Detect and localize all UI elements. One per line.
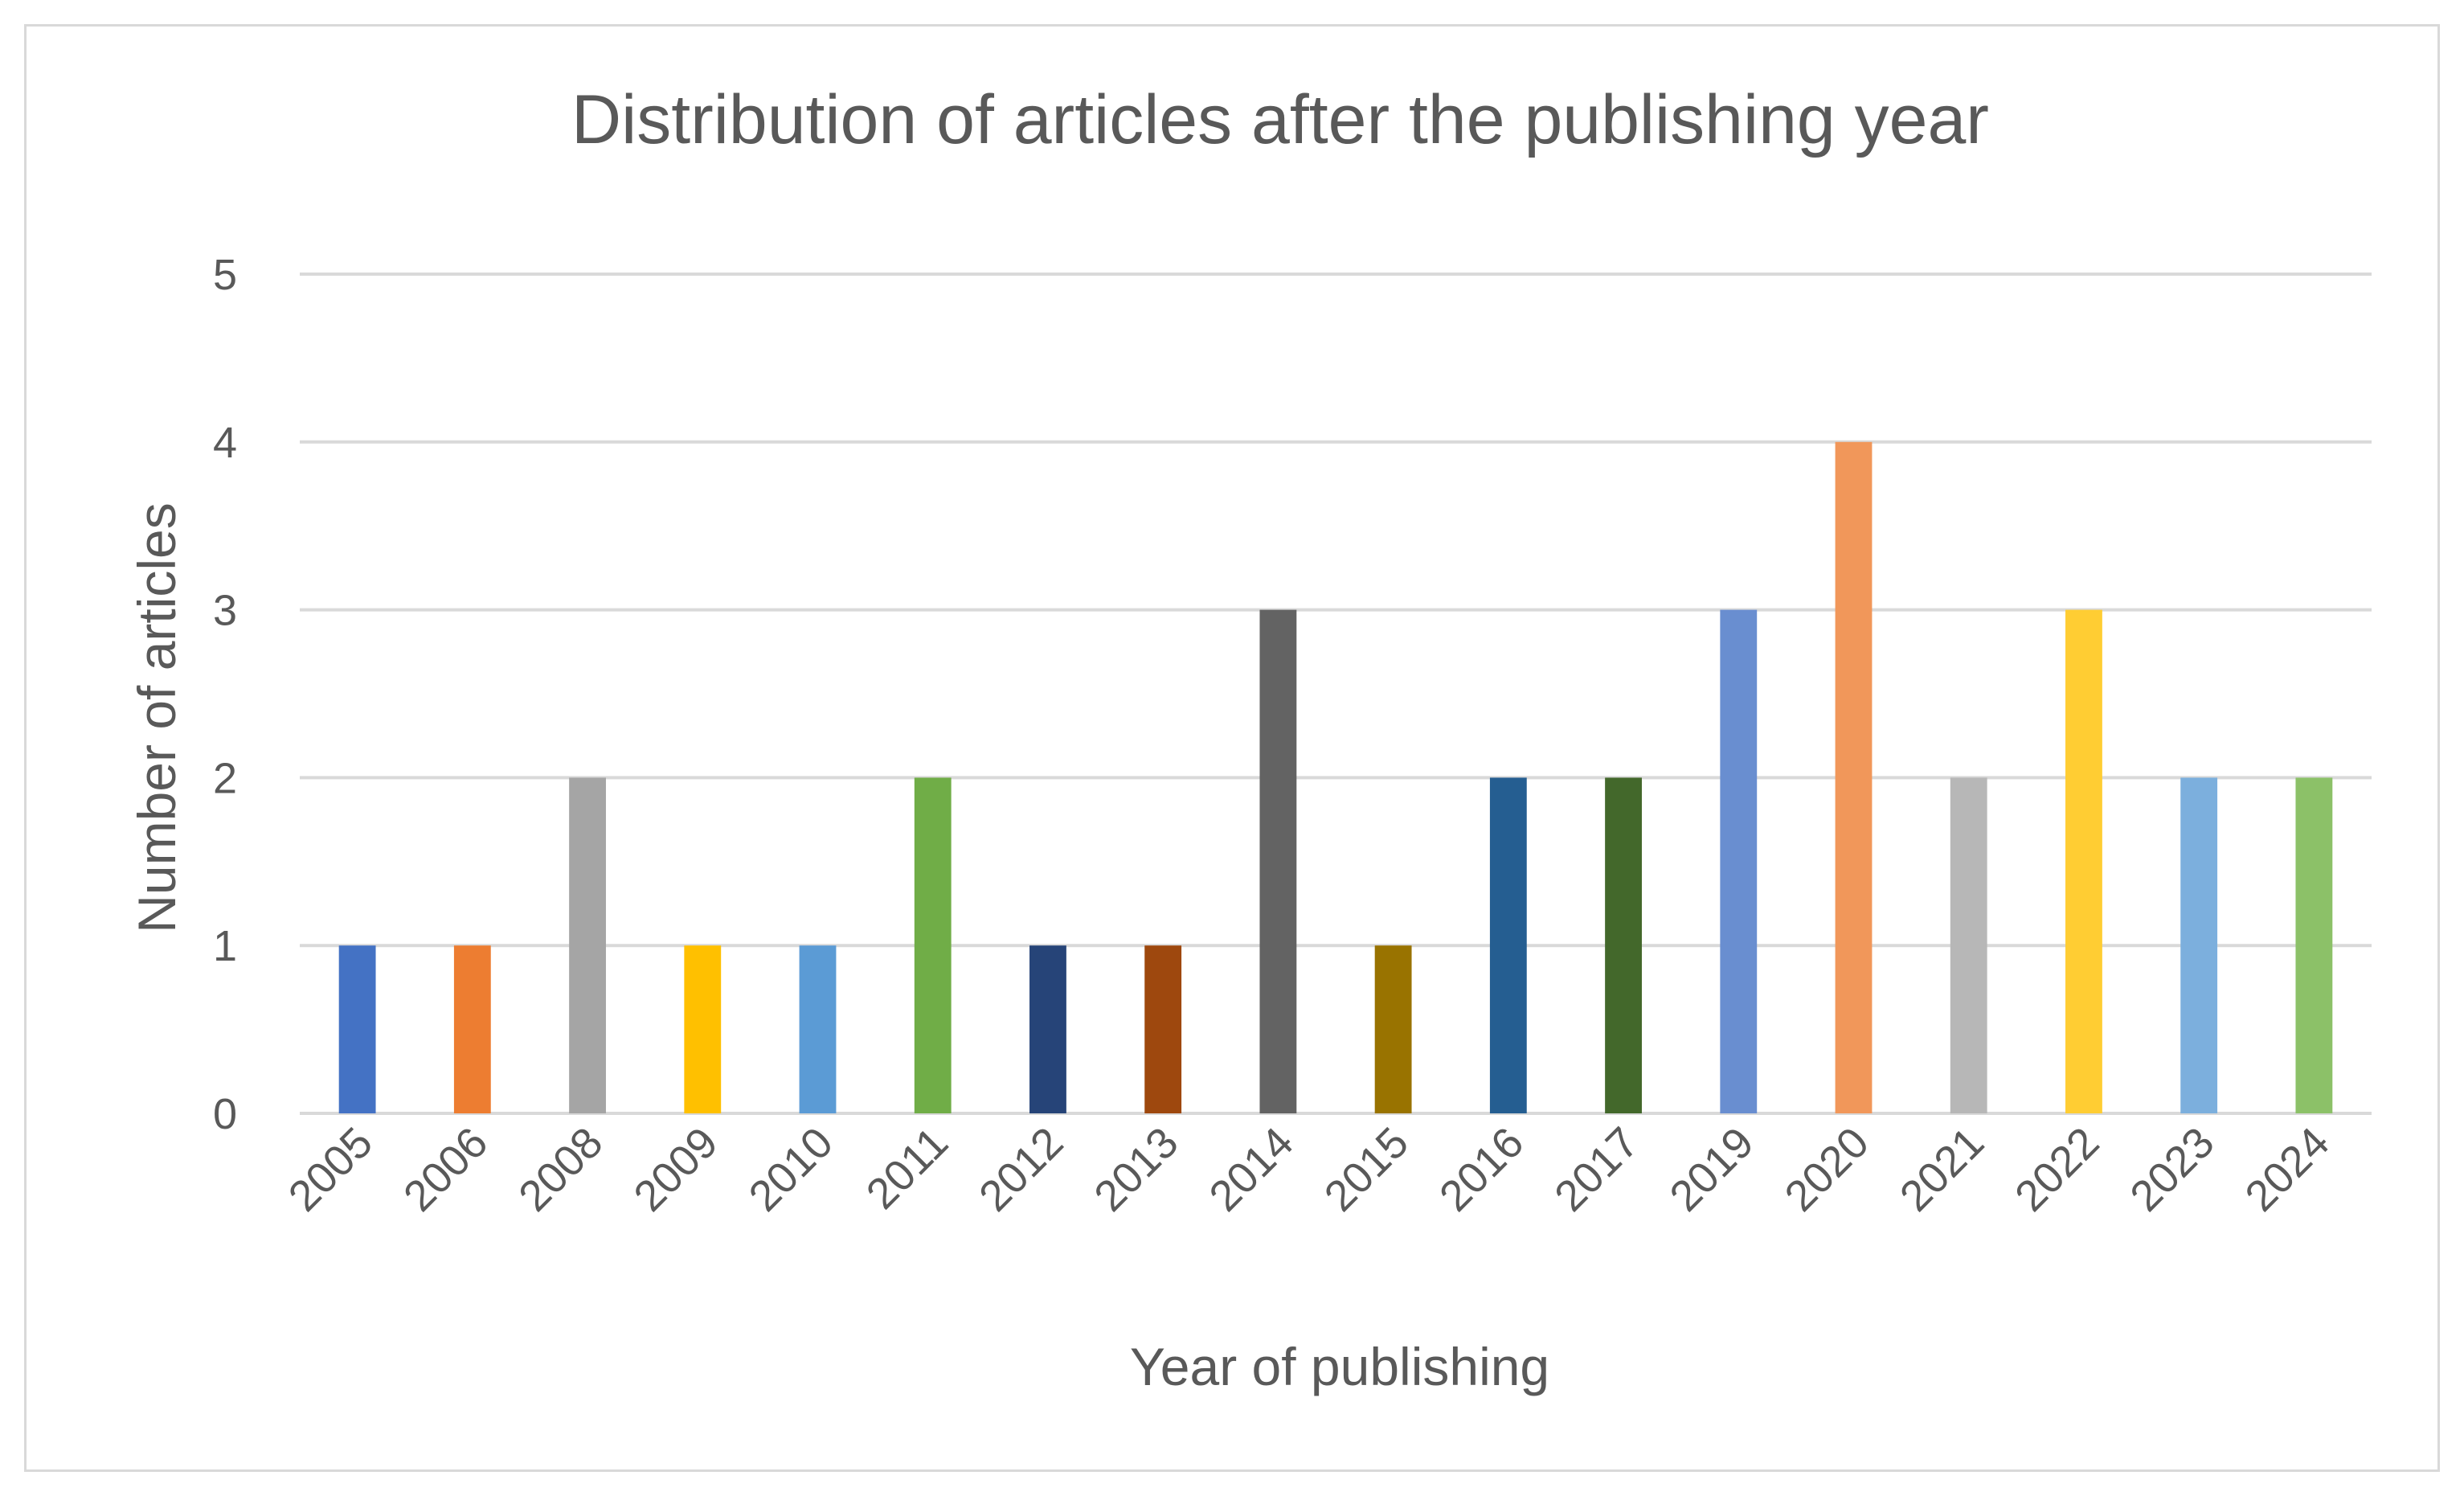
chart-frame: Distribution of articles after the publi… [24, 24, 2440, 1472]
y-tick-label: 4 [213, 419, 237, 467]
x-tick-label: 2019 [1660, 1118, 1762, 1220]
x-tick-label: 2015 [1316, 1118, 1418, 1220]
x-axis-ticks: 2005 2006 2008 2009 2010 2011 2012 2013 2014 2015… [280, 1118, 2339, 1220]
y-tick-label: 3 [213, 587, 237, 635]
x-tick-label: 2013 [1085, 1118, 1187, 1220]
y-tick-label: 0 [213, 1090, 237, 1138]
bar-chart: Distribution of articles after the publi… [127, 81, 2372, 1396]
x-tick-label: 2024 [2236, 1118, 2338, 1220]
bar-2017 [1605, 777, 1642, 1113]
x-tick-label: 2017 [1545, 1118, 1647, 1220]
bar-2012 [1029, 945, 1066, 1113]
x-tick-label: 2009 [624, 1118, 727, 1220]
bar-2015 [1374, 945, 1412, 1113]
x-tick-label: 2020 [1776, 1118, 1878, 1220]
bar-2005 [338, 945, 376, 1113]
bar-2023 [2180, 777, 2218, 1113]
gridlines [300, 273, 2372, 1115]
x-tick-label: 2016 [1431, 1118, 1533, 1220]
bar-2021 [1950, 777, 1987, 1113]
bar-2011 [914, 777, 952, 1113]
x-tick-label: 2006 [395, 1118, 497, 1220]
bar-2020 [1835, 441, 1873, 1113]
y-tick-label: 1 [213, 922, 237, 970]
bar-2016 [1489, 777, 1527, 1113]
x-tick-label: 2008 [510, 1118, 612, 1220]
chart-title: Distribution of articles after the publi… [571, 81, 1989, 158]
x-tick-label: 2011 [857, 1118, 958, 1219]
x-axis-title: Year of publishing [1130, 1337, 1549, 1396]
bar-2006 [453, 945, 491, 1113]
x-tick-label: 2022 [2006, 1118, 2108, 1220]
y-axis-ticks: 0 1 2 3 4 5 [213, 251, 237, 1138]
bars [338, 441, 2333, 1113]
bar-2024 [2295, 777, 2333, 1113]
bar-2014 [1259, 609, 1297, 1113]
x-tick-label: 2012 [970, 1118, 1072, 1220]
bar-2019 [1720, 609, 1758, 1113]
y-axis-title: Number of articles [127, 502, 186, 933]
x-tick-label: 2014 [1200, 1118, 1302, 1220]
x-tick-label: 2021 [1891, 1118, 1993, 1220]
y-tick-label: 2 [213, 754, 237, 802]
bar-2008 [569, 777, 606, 1113]
y-tick-label: 5 [213, 251, 237, 299]
bar-2010 [799, 945, 837, 1113]
bar-2009 [684, 945, 722, 1113]
x-tick-label: 2005 [280, 1118, 382, 1220]
bar-2022 [2065, 609, 2102, 1113]
bar-2013 [1144, 945, 1182, 1113]
x-tick-label: 2023 [2121, 1118, 2223, 1220]
x-tick-label: 2010 [740, 1118, 842, 1220]
